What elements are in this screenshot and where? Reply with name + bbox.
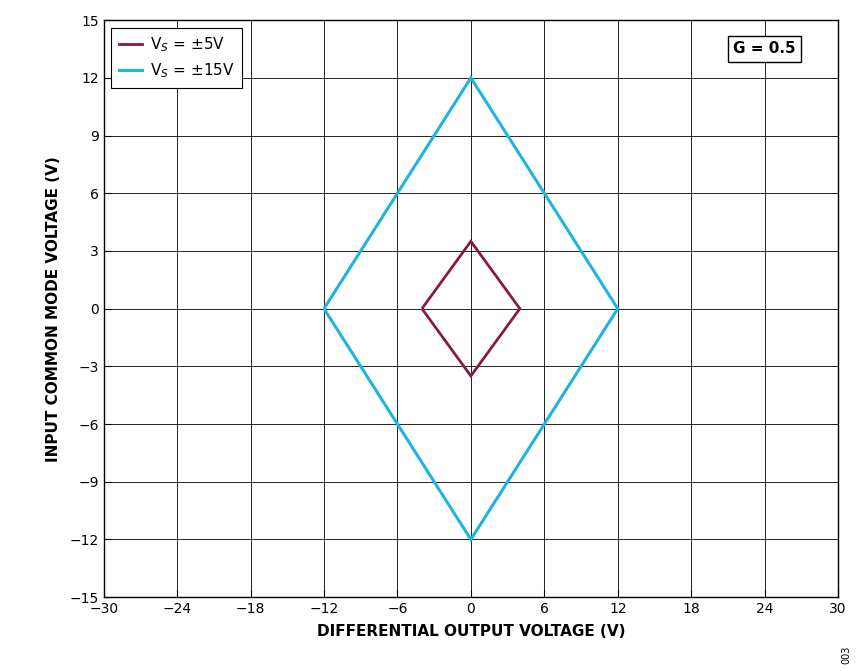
Y-axis label: INPUT COMMON MODE VOLTAGE (V): INPUT COMMON MODE VOLTAGE (V) bbox=[47, 156, 61, 462]
Text: 003: 003 bbox=[841, 646, 851, 664]
Legend: V$_S$ = ±5V, V$_S$ = ±15V: V$_S$ = ±5V, V$_S$ = ±15V bbox=[111, 28, 242, 88]
Text: G = 0.5: G = 0.5 bbox=[734, 42, 796, 56]
X-axis label: DIFFERENTIAL OUTPUT VOLTAGE (V): DIFFERENTIAL OUTPUT VOLTAGE (V) bbox=[316, 625, 626, 639]
